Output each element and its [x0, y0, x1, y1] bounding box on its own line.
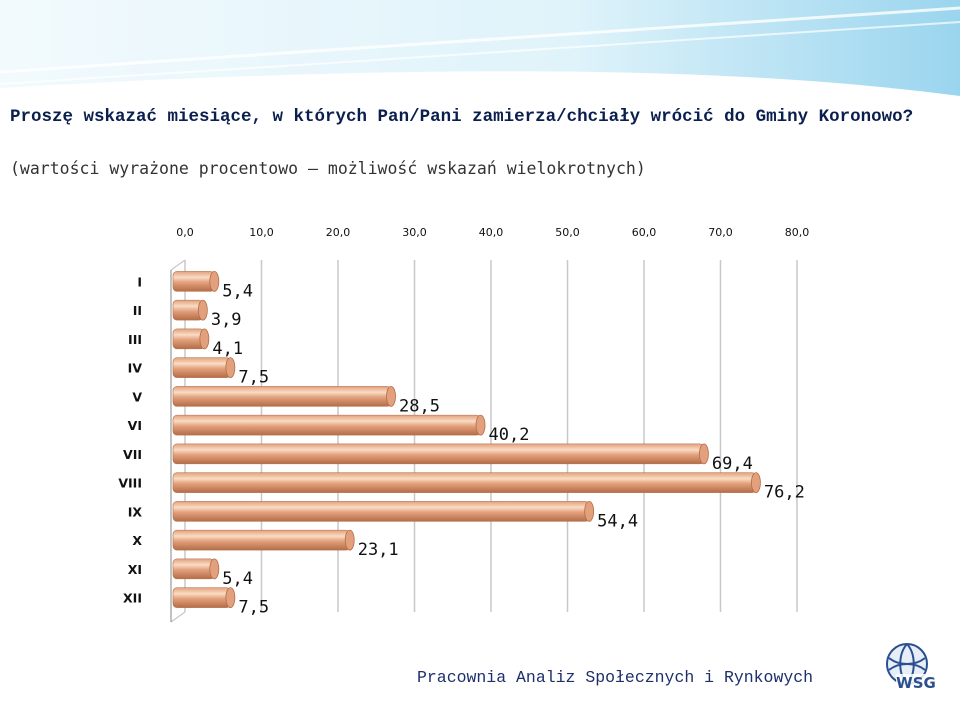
bar — [172, 443, 705, 465]
y-tick-label: XII — [123, 591, 142, 606]
x-tick-label: 0,0 — [176, 226, 194, 239]
y-tick-label: III — [128, 332, 142, 347]
y-tick-label: VII — [123, 447, 142, 462]
slide-title: Proszę wskazać miesiące, w których Pan/P… — [10, 107, 914, 127]
x-tick-label: 60,0 — [632, 226, 657, 239]
footer-text: Pracownia Analiz Społecznych i Rynkowych — [417, 668, 814, 687]
bar-end-cap — [225, 357, 236, 379]
bar — [172, 501, 590, 522]
bar-end-cap — [699, 443, 709, 465]
bar — [172, 414, 481, 436]
data-label: 5,4 — [222, 569, 253, 589]
bar-end-cap — [751, 472, 761, 494]
x-tick-label: 40,0 — [479, 226, 504, 239]
bar — [172, 587, 231, 608]
data-label: 7,5 — [238, 368, 269, 388]
bar — [172, 271, 215, 292]
y-tick-label: II — [133, 303, 142, 318]
header-wave-decoration — [0, 0, 960, 96]
data-label: 28,5 — [399, 396, 440, 416]
x-tick-label: 30,0 — [402, 226, 427, 239]
axis-perspective-bottom — [170, 611, 186, 623]
y-tick-label: IV — [128, 361, 143, 376]
y-tick-label: V — [132, 389, 142, 404]
bar-end-cap — [225, 587, 236, 609]
y-tick-label: VI — [128, 418, 142, 433]
x-tick-label: 10,0 — [249, 226, 274, 239]
bar-end-cap — [199, 328, 210, 350]
y-tick-label: VIII — [118, 476, 142, 491]
logo-text: WSG — [896, 674, 936, 692]
bar-end-cap — [584, 500, 595, 522]
data-label: 3,9 — [211, 310, 242, 330]
y-tick-label: X — [132, 533, 142, 548]
bar-chart: 0,0 10,0 20,0 30,0 40,0 50,0 60,0 70,0 80,0 I 5,4 I… — [90, 205, 840, 640]
x-tick-label: 50,0 — [555, 226, 580, 239]
y-tick-label: IX — [128, 504, 143, 519]
bar — [172, 472, 757, 493]
bar — [172, 357, 231, 378]
y-tick-label: XI — [128, 562, 142, 577]
data-label: 54,4 — [597, 511, 638, 531]
data-label: 40,2 — [489, 425, 530, 445]
bar-end-cap — [209, 270, 220, 292]
wsg-logo: WSG — [886, 643, 936, 692]
data-label: 5,4 — [222, 281, 253, 301]
data-label: 76,2 — [764, 483, 805, 503]
bar-end-cap — [386, 385, 396, 407]
data-label: 69,4 — [712, 454, 753, 474]
bar-end-cap — [475, 414, 486, 436]
data-label: 4,1 — [212, 339, 243, 359]
axis-perspective-top — [170, 259, 186, 271]
x-tick-label: 80,0 — [785, 226, 810, 239]
slide-subtitle: (wartości wyrażone procentowo – możliwoś… — [10, 159, 646, 178]
x-tick-label: 70,0 — [708, 226, 733, 239]
data-label: 23,1 — [358, 540, 399, 560]
x-tick-label: 20,0 — [326, 226, 351, 239]
y-tick-label: I — [137, 274, 142, 289]
bar-end-cap — [209, 558, 220, 580]
bar — [172, 386, 392, 407]
data-label: 7,5 — [238, 598, 269, 618]
bar — [172, 529, 351, 551]
bar-end-cap — [197, 299, 208, 321]
bar — [172, 558, 215, 580]
bar-end-cap — [344, 529, 355, 551]
